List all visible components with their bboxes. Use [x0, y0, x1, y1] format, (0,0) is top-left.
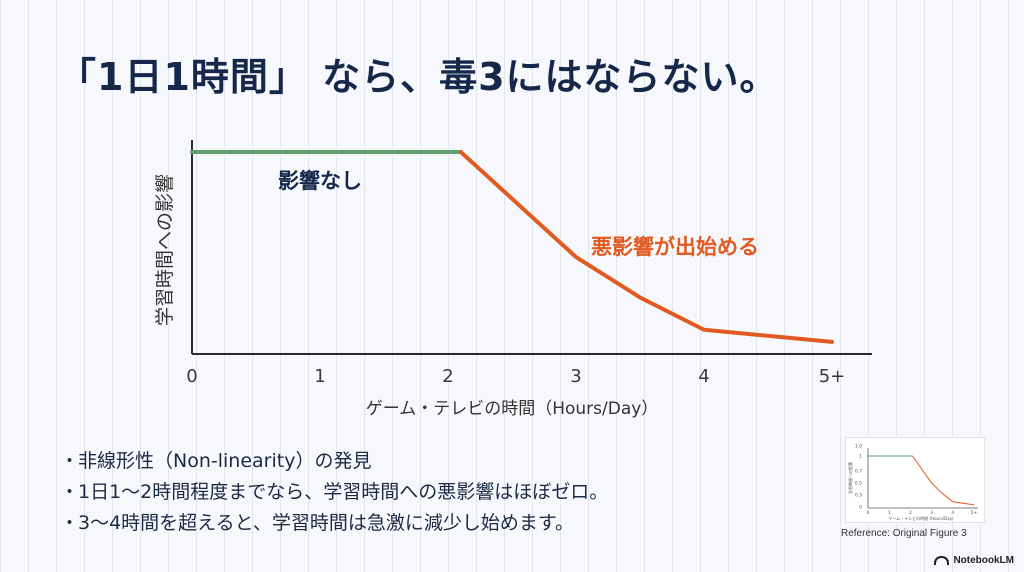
reference-caption: Reference: Original Figure 3	[841, 528, 967, 539]
thumb-x-tick: 5+	[971, 510, 978, 516]
brand-name: NotebookLM	[953, 555, 1014, 566]
bullet-item: ・非線形性（Non-linearity）の発見	[60, 450, 372, 472]
slide-title: 「1日1時間」 なら、毒3にはならない。	[58, 55, 779, 99]
x-tick-label: 0	[186, 366, 197, 387]
thumb-y-tick: 0.3	[855, 493, 862, 499]
x-tick-label: 2	[442, 366, 453, 387]
y-axis-label: 学習時間への影響	[154, 174, 176, 326]
annotation-no-effect: 影響なし	[278, 169, 362, 193]
annotation-negative-effect: 悪影響が出始める	[591, 235, 759, 259]
thumb-y-tick: 0.7	[855, 469, 862, 475]
notebooklm-logo-icon	[934, 556, 950, 565]
thumb-x-tick: 2	[909, 510, 912, 516]
thumb-x-tick: 4	[951, 510, 954, 516]
x-tick-label: 1	[314, 366, 325, 387]
reference-thumbnail-chart: 1.0 1 0.7 0.5 0.3 00 1 2 3 4 5+ ゲーム・テレビの時間 (Hours/D…	[847, 444, 978, 521]
x-tick-label: 4	[698, 366, 709, 387]
brand-logo: NotebookLM	[934, 555, 1014, 566]
bullet-item: ・3〜4時間を超えると、学習時間は急激に減少し始めます。	[60, 512, 574, 534]
thumb-x-tick: 1	[888, 510, 891, 516]
x-tick-label: 5+	[819, 366, 846, 387]
thumb-x-tick: 0	[867, 510, 870, 516]
thumb-y-tick: 0	[859, 505, 862, 511]
thumb-series-line-1	[912, 455, 975, 506]
bullet-list: ・非線形性（Non-linearity）の発見 ・1日1〜2時間程度までなら、学…	[60, 446, 608, 539]
x-axis-label: ゲーム・テレビの時間（Hours/Day）	[366, 399, 659, 419]
thumb-y-tick: 0.5	[855, 481, 862, 487]
reference-thumbnail: 1.0 1 0.7 0.5 0.3 0 0 1 2 3 4 5+ ゲーム・テレビの時間 (Hours/D…	[845, 437, 985, 523]
thumb-y-label: 学習時間への影響	[847, 462, 853, 494]
thumb-y-tick: 1.0	[855, 444, 862, 450]
thumb-x-label: ゲーム・テレビの時間 (Hours/Day)	[888, 515, 954, 521]
thumb-x-tick: 3	[930, 510, 933, 516]
x-tick-label: 3	[570, 366, 581, 387]
bullet-item: ・1日1〜2時間程度までなら、学習時間への悪影響はほぼゼロ。	[60, 481, 609, 503]
thumb-y-tick: 1	[859, 454, 862, 460]
